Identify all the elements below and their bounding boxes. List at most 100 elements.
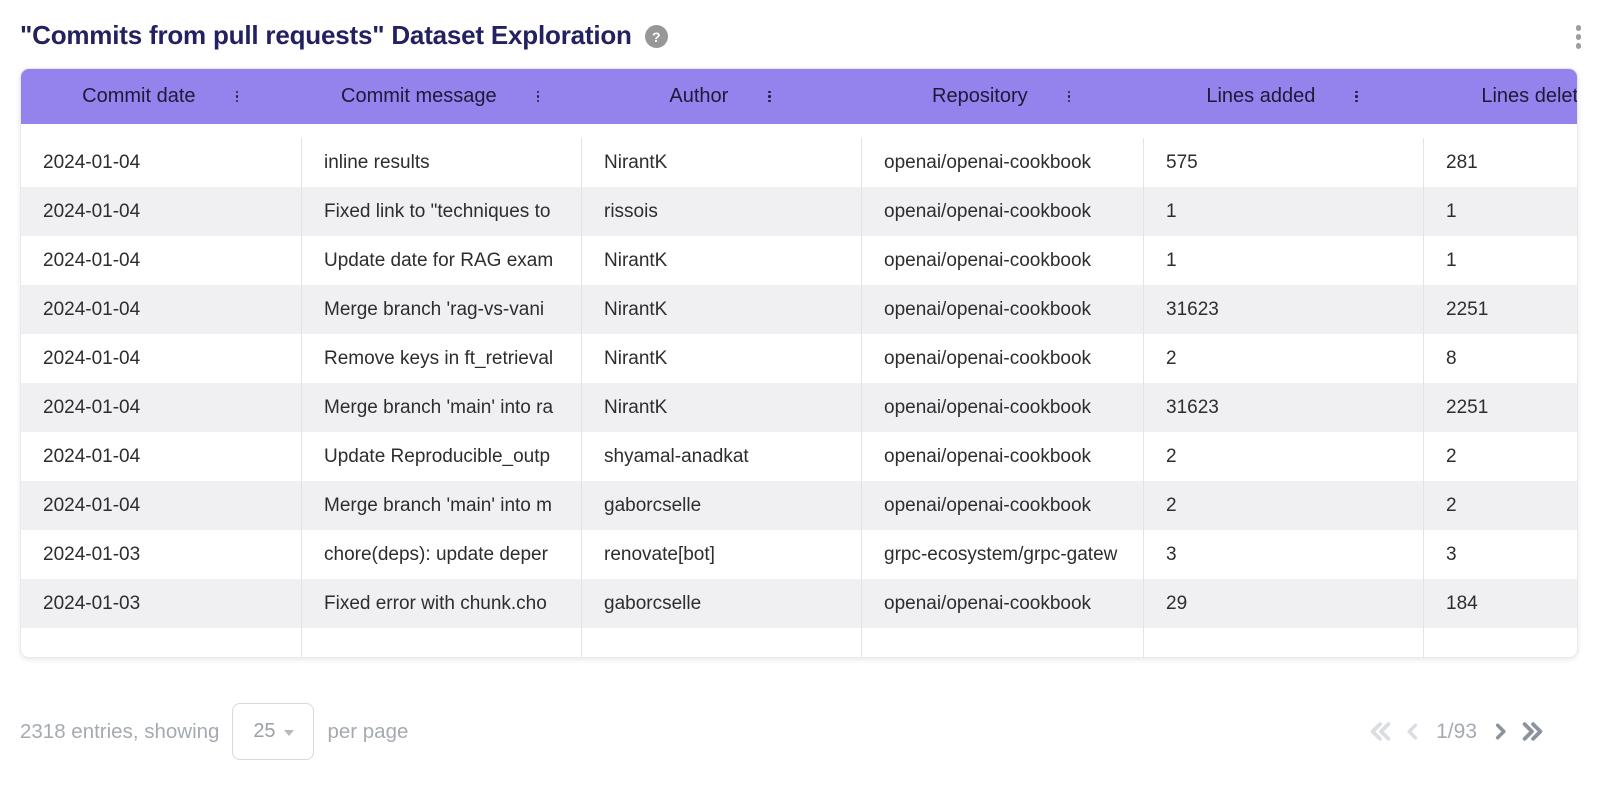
cell-commit-message: inline results bbox=[301, 138, 581, 187]
table-row: 2024-01-04 Merge branch 'main' into ra N… bbox=[21, 383, 1577, 432]
page-size-value: 25 bbox=[253, 720, 276, 742]
double-chevron-right-icon bbox=[1522, 722, 1543, 741]
cell-commit-date: 2024-01-04 bbox=[43, 445, 141, 467]
column-header-commit-message[interactable]: Commit message bbox=[301, 69, 581, 124]
cell-author: gaborcselle bbox=[581, 481, 861, 530]
chevron-right-icon bbox=[1495, 723, 1506, 740]
cell-lines-deleted: 2251 bbox=[1423, 383, 1577, 432]
cell-commit-date: 2024-01-04 bbox=[43, 151, 141, 173]
cell-repository: openai/openai-cookbook bbox=[861, 579, 1143, 628]
cell-lines-deleted: 2 bbox=[1423, 432, 1577, 481]
cell-commit-date: 2024-01-04 bbox=[43, 396, 141, 418]
cell-commit-message: Fixed link to "techniques to bbox=[301, 187, 581, 236]
column-header-lines-deleted[interactable]: Lines deleted bbox=[1423, 69, 1578, 124]
cell-repository: openai/openai-cookbook bbox=[861, 432, 1143, 481]
cell-commit-message: Update date for RAG exam bbox=[301, 236, 581, 285]
previous-page-button[interactable] bbox=[1401, 720, 1424, 743]
data-table: Commit date Commit message Author Reposi… bbox=[20, 68, 1578, 658]
cell-author: shyamal-anadkat bbox=[581, 432, 861, 481]
table-row: 2024-01-04 Remove keys in ft_retrieval N… bbox=[21, 334, 1577, 383]
page-title: "Commits from pull requests" Dataset Exp… bbox=[20, 20, 632, 50]
next-page-button[interactable] bbox=[1489, 720, 1512, 743]
kebab-dot bbox=[1575, 43, 1581, 49]
cell-lines-added: 31623 bbox=[1143, 383, 1423, 432]
cell-lines-added: 2 bbox=[1143, 432, 1423, 481]
cell-lines-deleted: 1 bbox=[1423, 187, 1577, 236]
cell-repository: openai/openai-cookbook bbox=[861, 481, 1143, 530]
last-page-button[interactable] bbox=[1519, 718, 1546, 745]
cell-lines-deleted: 2 bbox=[1423, 481, 1577, 530]
cell-lines-added: 1 bbox=[1143, 187, 1423, 236]
cell-commit-date: 2024-01-04 bbox=[43, 494, 141, 516]
cell-author: NirantK bbox=[581, 334, 861, 383]
cell-commit-date: 2024-01-03 bbox=[43, 592, 141, 614]
cell-commit-date: 2024-01-03 bbox=[43, 543, 141, 565]
cell-lines-added: 29 bbox=[1143, 579, 1423, 628]
column-menu-icon[interactable] bbox=[1066, 88, 1072, 105]
page-indicator: 1/93 bbox=[1436, 719, 1477, 743]
table-row: 2024-01-04 Merge branch 'main' into m ga… bbox=[21, 481, 1577, 530]
pagination: 1/93 bbox=[1367, 718, 1546, 745]
entries-controls: 2318 entries, showing 25 per page bbox=[20, 703, 408, 760]
cell-author: renovate[bot] bbox=[581, 530, 861, 579]
column-menu-icon[interactable] bbox=[535, 88, 541, 105]
column-menu-icon[interactable] bbox=[1353, 88, 1359, 105]
page-size-select[interactable]: 25 bbox=[232, 703, 315, 760]
column-header-commit-date[interactable]: Commit date bbox=[21, 69, 301, 124]
cell-commit-message: Merge branch 'main' into ra bbox=[301, 383, 581, 432]
column-menu-icon[interactable] bbox=[234, 88, 240, 105]
table-header-row: Commit date Commit message Author Reposi… bbox=[21, 69, 1577, 124]
cell-commit-message: Update Reproducible_outp bbox=[301, 432, 581, 481]
cell-commit-date: 2024-01-04 bbox=[43, 200, 141, 222]
first-page-button[interactable] bbox=[1367, 718, 1394, 745]
column-header-lines-added[interactable]: Lines added bbox=[1143, 69, 1423, 124]
cell-commit-message: chore(deps): update deper bbox=[301, 530, 581, 579]
cell-author: gaborcselle bbox=[581, 579, 861, 628]
per-page-label: per page bbox=[327, 719, 409, 743]
table-row: 2024-01-04 Fixed link to "techniques to … bbox=[21, 187, 1577, 236]
more-options-icon[interactable] bbox=[1574, 23, 1584, 51]
cell-lines-deleted: 8 bbox=[1423, 334, 1577, 383]
table-row: 2024-01-03 Fixed error with chunk.cho ga… bbox=[21, 579, 1577, 628]
cell-lines-added: 2 bbox=[1143, 334, 1423, 383]
table-row-partial bbox=[21, 628, 1577, 657]
table-row: 2024-01-04 Update Reproducible_outp shya… bbox=[21, 432, 1577, 481]
cell-repository: openai/openai-cookbook bbox=[861, 285, 1143, 334]
column-label: Lines deleted bbox=[1481, 85, 1578, 107]
cell-lines-deleted: 1 bbox=[1423, 236, 1577, 285]
cell-commit-date: 2024-01-04 bbox=[43, 298, 141, 320]
table-row: 2024-01-04 inline results NirantK openai… bbox=[21, 138, 1577, 187]
cell-commit-message: Merge branch 'rag-vs-vani bbox=[301, 285, 581, 334]
cell-repository: openai/openai-cookbook bbox=[861, 236, 1143, 285]
column-menu-icon[interactable] bbox=[766, 88, 772, 105]
column-header-author[interactable]: Author bbox=[581, 69, 861, 124]
cell-commit-message: Fixed error with chunk.cho bbox=[301, 579, 581, 628]
column-header-repository[interactable]: Repository bbox=[861, 69, 1143, 124]
cell-lines-deleted: 184 bbox=[1423, 579, 1577, 628]
cell-author: rissois bbox=[581, 187, 861, 236]
chevron-left-icon bbox=[1407, 723, 1418, 740]
help-icon[interactable]: ? bbox=[644, 25, 668, 48]
column-label: Commit message bbox=[341, 85, 497, 107]
column-label: Lines added bbox=[1206, 85, 1316, 107]
cell-author: NirantK bbox=[581, 236, 861, 285]
entries-summary: 2318 entries, showing bbox=[20, 719, 220, 743]
cell-author: NirantK bbox=[581, 138, 861, 187]
chevron-down-icon bbox=[283, 729, 294, 736]
cell-lines-deleted: 281 bbox=[1423, 138, 1577, 187]
cell-repository: grpc-ecosystem/grpc-gatew bbox=[861, 530, 1143, 579]
column-label: Repository bbox=[932, 85, 1028, 107]
cell-commit-date: 2024-01-04 bbox=[43, 249, 141, 271]
column-label: Commit date bbox=[82, 85, 196, 107]
cell-lines-added: 3 bbox=[1143, 530, 1423, 579]
table-row: 2024-01-03 chore(deps): update deper ren… bbox=[21, 530, 1577, 579]
table-footer: 2318 entries, showing 25 per page 1/93 bbox=[0, 703, 1600, 760]
double-chevron-left-icon bbox=[1370, 722, 1391, 741]
cell-lines-deleted: 2251 bbox=[1423, 285, 1577, 334]
cell-lines-added: 31623 bbox=[1143, 285, 1423, 334]
cell-commit-date: 2024-01-04 bbox=[43, 347, 141, 369]
column-label: Author bbox=[669, 85, 729, 107]
cell-author: NirantK bbox=[581, 285, 861, 334]
cell-commit-message: Merge branch 'main' into m bbox=[301, 481, 581, 530]
cell-lines-added: 575 bbox=[1143, 138, 1423, 187]
